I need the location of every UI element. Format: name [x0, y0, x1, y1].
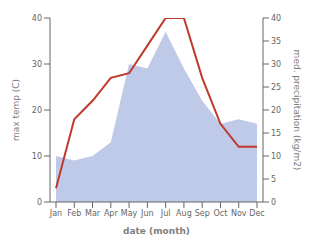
svg-text:Nov: Nov: [231, 209, 247, 218]
svg-text:Aug: Aug: [176, 209, 192, 218]
svg-text:Oct: Oct: [214, 209, 228, 218]
svg-text:Jun: Jun: [140, 209, 154, 218]
svg-text:25: 25: [271, 83, 281, 92]
svg-text:30: 30: [271, 60, 281, 69]
svg-text:10: 10: [32, 152, 42, 161]
svg-text:Dec: Dec: [249, 209, 264, 218]
svg-text:40: 40: [32, 14, 42, 23]
svg-text:Sep: Sep: [195, 209, 210, 218]
svg-text:Feb: Feb: [67, 209, 81, 218]
svg-text:40: 40: [271, 14, 281, 23]
svg-text:date (month): date (month): [123, 226, 190, 236]
svg-text:Mar: Mar: [85, 209, 101, 218]
svg-text:15: 15: [271, 129, 281, 138]
svg-text:20: 20: [32, 106, 42, 115]
svg-text:med. precipitation (kg/m2): med. precipitation (kg/m2): [292, 50, 302, 171]
svg-text:35: 35: [271, 37, 281, 46]
svg-text:Jul: Jul: [160, 209, 171, 218]
svg-text:20: 20: [271, 106, 281, 115]
svg-text:Jan: Jan: [49, 209, 62, 218]
svg-text:0: 0: [37, 198, 42, 207]
svg-text:max temp (C): max temp (C): [11, 79, 21, 141]
svg-text:0: 0: [271, 198, 276, 207]
svg-text:10: 10: [271, 152, 281, 161]
svg-text:Apr: Apr: [104, 209, 119, 218]
svg-text:5: 5: [271, 175, 276, 184]
svg-text:30: 30: [32, 60, 42, 69]
svg-text:May: May: [121, 209, 138, 218]
